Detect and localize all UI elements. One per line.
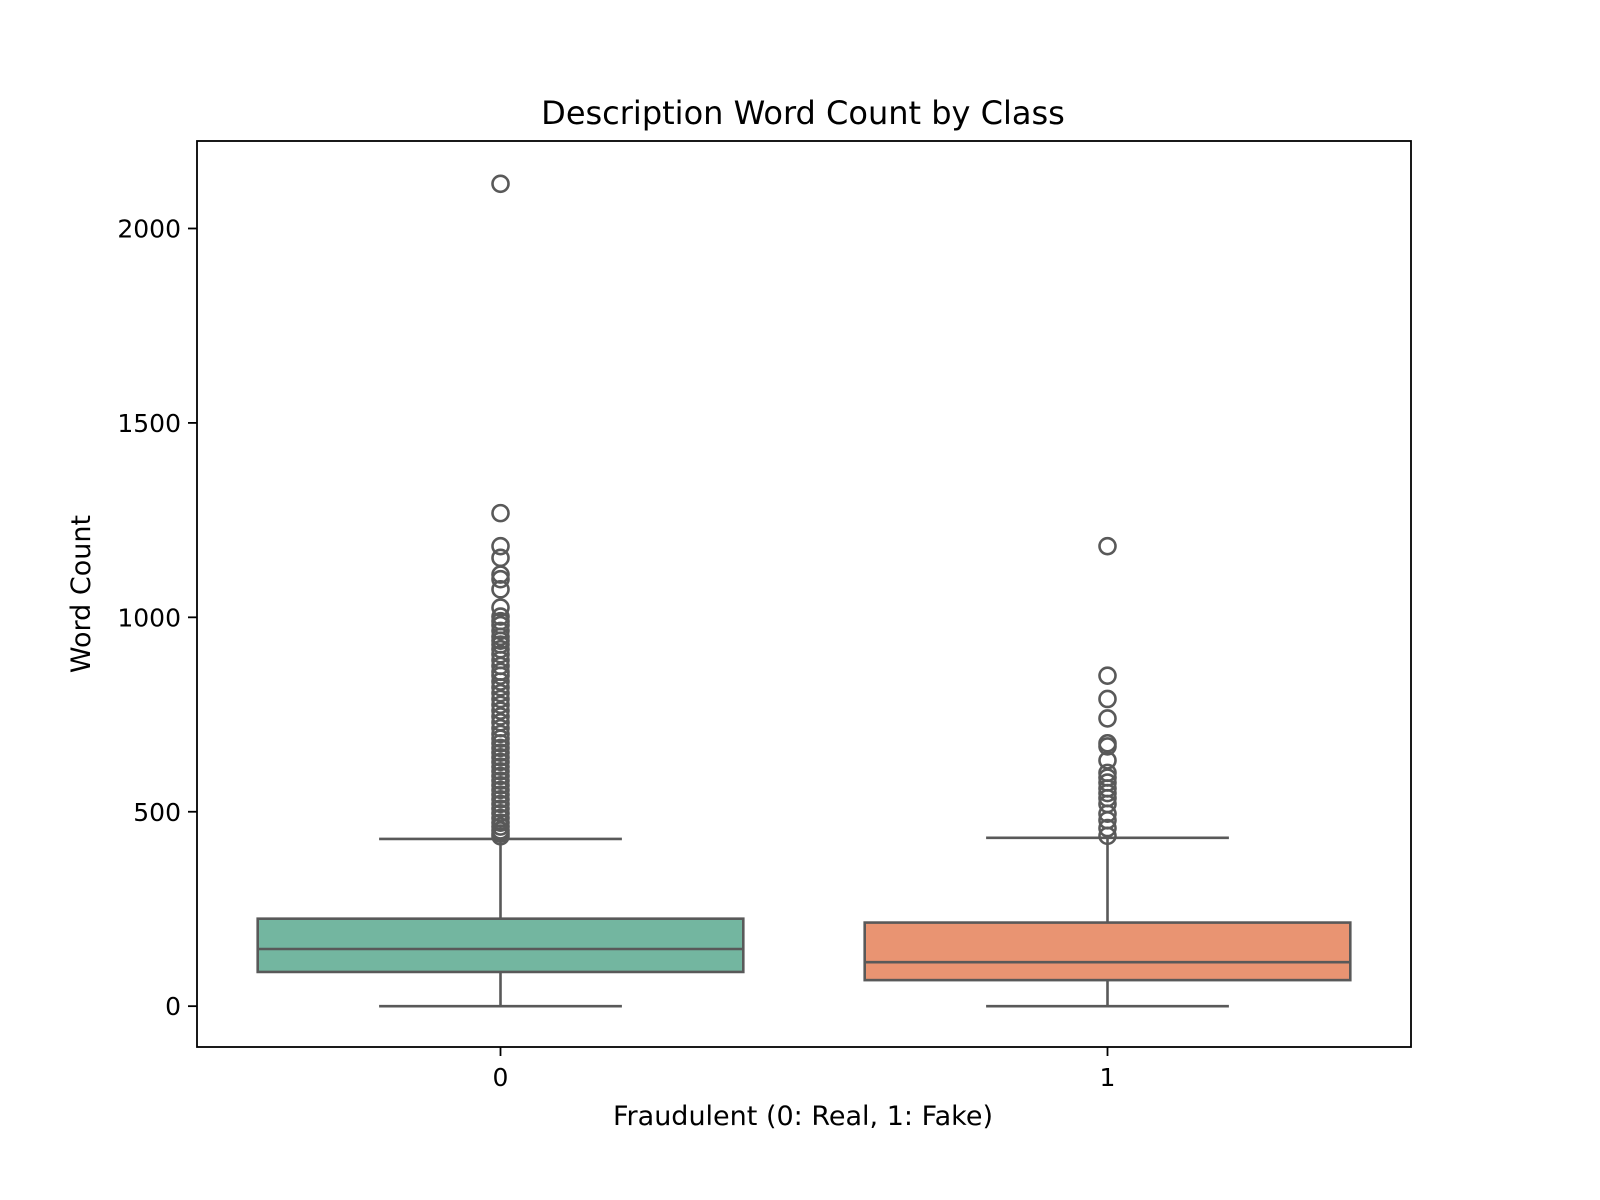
outlier-point [491,174,510,194]
y-tick-label: 1000 [117,603,181,632]
plot-area [256,174,1352,1008]
outlier-point [491,548,510,568]
outlier-point [491,569,510,589]
outlier-point [491,536,510,556]
outlier-point [491,644,510,664]
outlier-point [1098,737,1117,756]
outlier-point [1098,666,1117,685]
outlier-point [491,580,510,599]
iqr-box [256,917,745,974]
y-axis-label: Word Count [66,515,97,673]
outlier-point [491,666,510,685]
y-tick-label: 500 [133,798,181,827]
y-tick-label: 1500 [117,409,181,438]
y-axis: 0 500 1000 1500 2000 [117,214,197,1021]
outlier-point [1098,783,1117,803]
outlier-point [1098,536,1117,556]
outlier-point [491,701,510,720]
outlier-point [491,598,510,617]
x-tick-label: 0 [493,1063,509,1092]
box-group-1 [863,536,1352,1008]
outlier-point [1098,689,1117,709]
chart-title: Description Word Count by Class [541,94,1065,132]
outlier-point [1098,709,1117,728]
outlier-point [491,826,510,846]
outlier-point [491,689,510,709]
x-tick-label: 1 [1100,1063,1116,1092]
outlier-point [491,503,510,523]
outlier-point [491,678,510,697]
x-axis-label: Fraudulent (0: Real, 1: Fake) [613,1101,993,1132]
outlier-point [491,707,510,726]
iqr-box [863,921,1352,982]
outlier-point [1098,826,1117,846]
outlier-point [491,672,510,691]
outlier-point [491,695,510,715]
y-tick-label: 0 [165,992,181,1021]
outlier-point [1098,818,1117,838]
outlier-point [1098,804,1117,823]
outlier-point [491,683,510,703]
y-tick-label: 2000 [117,214,181,243]
box-group-0 [256,174,745,1008]
plot-frame [196,140,1412,1048]
outlier-point [491,621,510,641]
